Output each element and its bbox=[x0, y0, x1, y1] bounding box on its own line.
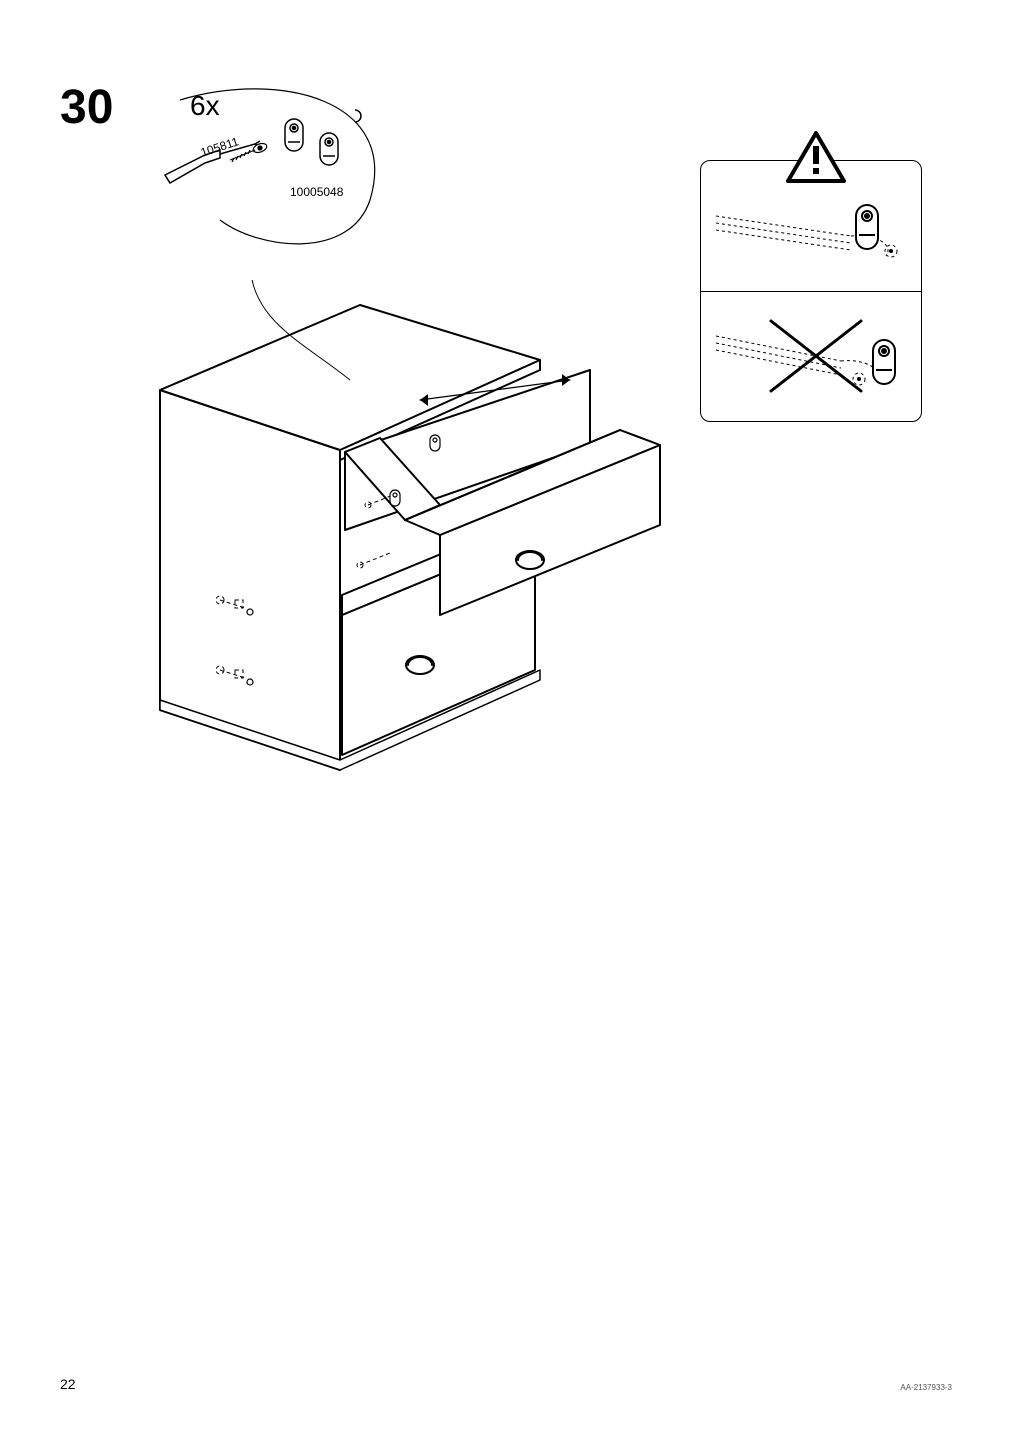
warning-box bbox=[700, 160, 922, 422]
doc-code: AA-2137933-3 bbox=[900, 1383, 952, 1392]
page-number: 22 bbox=[60, 1376, 76, 1392]
main-illustration bbox=[120, 280, 680, 780]
warning-wrong-icon bbox=[701, 291, 921, 421]
parts-callout: 6x 105811 10005048 bbox=[160, 80, 420, 280]
page: 30 bbox=[0, 0, 1012, 1432]
warning-divider bbox=[701, 291, 921, 292]
parts-qty: 6x bbox=[190, 90, 220, 122]
bracket-partnum: 10005048 bbox=[290, 185, 343, 199]
step-number: 30 bbox=[60, 80, 113, 135]
warning-triangle-icon bbox=[786, 131, 846, 183]
